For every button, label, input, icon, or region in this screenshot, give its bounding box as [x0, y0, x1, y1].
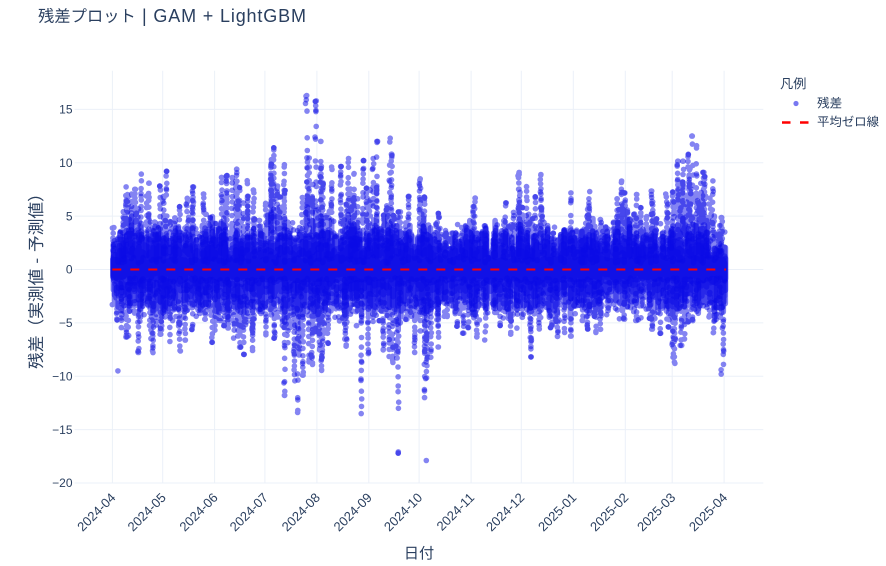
svg-text:−10: −10 — [52, 369, 73, 383]
svg-text:−5: −5 — [59, 316, 73, 330]
svg-text:−20: −20 — [52, 476, 73, 490]
svg-text:0: 0 — [66, 263, 73, 277]
svg-text:| GAM + LightGBM: | GAM + LightGBM — [142, 6, 307, 26]
svg-text:10: 10 — [59, 156, 73, 170]
svg-text:5: 5 — [66, 209, 73, 223]
svg-text:−15: −15 — [52, 423, 73, 437]
svg-text:15: 15 — [59, 103, 73, 117]
